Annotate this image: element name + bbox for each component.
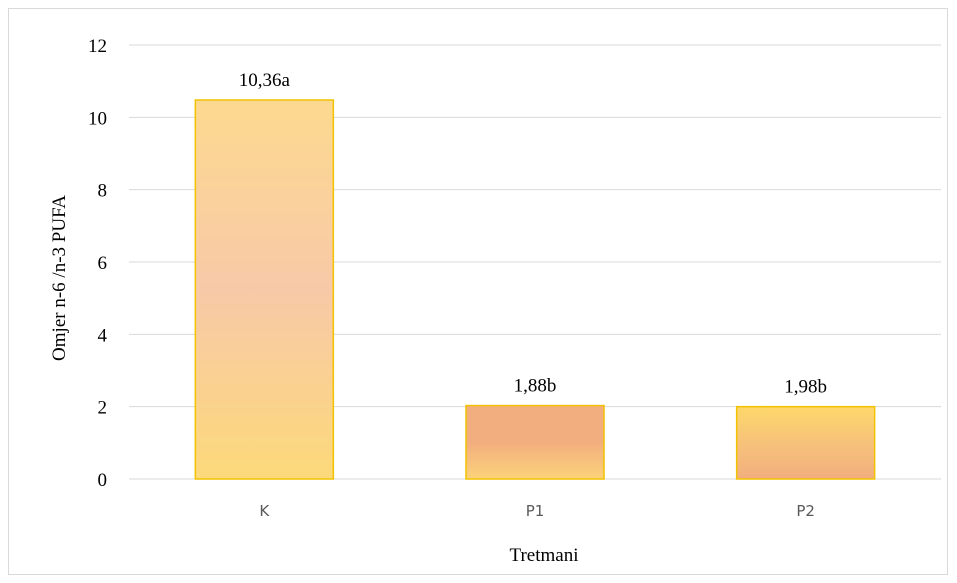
- y-tick-label: 12: [88, 36, 107, 57]
- y-axis-ticks: 0 2 4 6 8 10 12: [88, 36, 108, 491]
- chart-frame: 0 2 4 6 8 10 12 10,36a 1,88b 1,98b K P1 P2 Tretman…: [8, 8, 948, 575]
- x-axis-ticks: K P1 P2: [259, 502, 815, 520]
- y-tick-label: 0: [98, 470, 108, 491]
- bar-p1: [465, 404, 605, 480]
- data-labels: 10,36a 1,88b 1,98b: [239, 70, 827, 398]
- y-tick-label: 2: [98, 398, 108, 419]
- x-tick-label-k: K: [259, 502, 270, 520]
- data-label-p2: 1,98b: [784, 377, 827, 398]
- bar-chart: 0 2 4 6 8 10 12 10,36a 1,88b 1,98b K P1 P2 Tretman…: [49, 36, 941, 566]
- y-tick-label: 4: [98, 325, 108, 346]
- bar-k: [194, 99, 335, 480]
- x-axis-title: Tretmani: [510, 545, 579, 566]
- data-label-p1: 1,88b: [514, 376, 557, 397]
- y-tick-label: 8: [98, 181, 108, 202]
- x-tick-label-p2: P2: [796, 502, 815, 520]
- x-tick-label-p1: P1: [526, 502, 545, 520]
- data-label-k: 10,36a: [239, 70, 291, 91]
- bars: [194, 99, 876, 480]
- y-axis-title: Omjer n-6 /n-3 PUFA: [49, 195, 70, 361]
- bar-p2: [735, 405, 876, 480]
- y-tick-label: 10: [88, 108, 107, 129]
- y-tick-label: 6: [98, 253, 108, 274]
